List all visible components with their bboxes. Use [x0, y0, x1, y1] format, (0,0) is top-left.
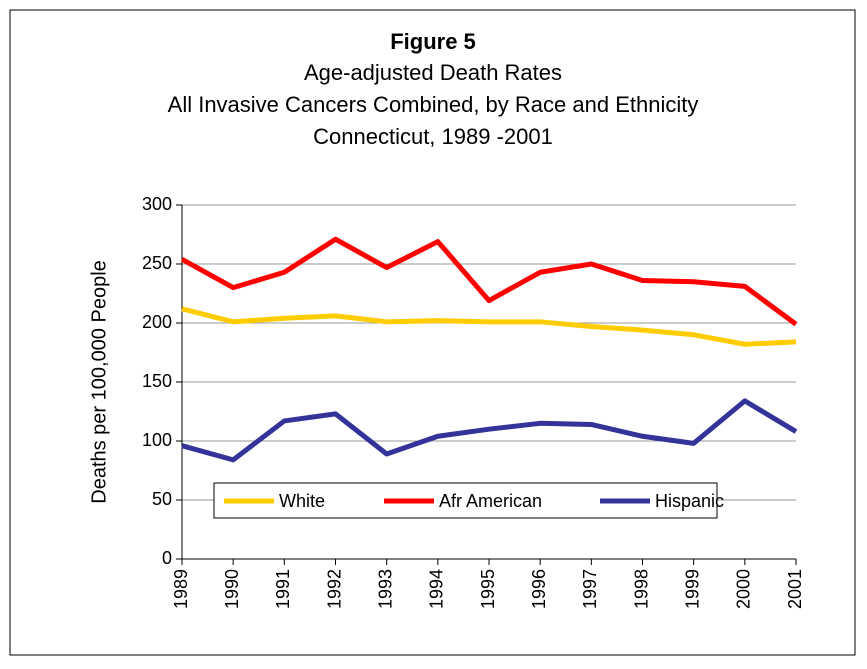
- series-line: [181, 398, 798, 463]
- chart-subtitle: Connecticut, 1989 -2001: [313, 124, 553, 149]
- x-tick-label: 1995: [478, 569, 498, 609]
- x-tick-label: 1990: [222, 569, 242, 609]
- x-tick-label: 1997: [580, 569, 600, 609]
- y-tick-label: 150: [142, 371, 172, 391]
- x-tick-label: 2000: [734, 569, 754, 609]
- x-tick-label: 1999: [682, 569, 702, 609]
- x-tick-label: 1993: [375, 569, 395, 609]
- x-tick-label: 2001: [785, 569, 805, 609]
- y-tick-label: 300: [142, 194, 172, 214]
- x-tick-label: 1998: [631, 569, 651, 609]
- y-axis-label: Deaths per 100,000 People: [88, 260, 110, 504]
- y-tick-label: 200: [142, 312, 172, 332]
- frame: [9, 9, 856, 656]
- x-tick-label: 1992: [324, 569, 344, 609]
- chart-subtitle: All Invasive Cancers Combined, by Race a…: [168, 92, 699, 117]
- y-tick-label: 0: [162, 548, 172, 568]
- y-tick-label: 250: [142, 253, 172, 273]
- legend-label: Afr American: [439, 491, 542, 511]
- x-tick-label: 1991: [273, 569, 293, 609]
- legend-label: Hispanic: [655, 491, 724, 511]
- x-tick-label: 1996: [529, 569, 549, 609]
- x-tick-label: 1989: [171, 569, 191, 609]
- chart-subtitle: Age-adjusted Death Rates: [304, 60, 562, 85]
- y-tick-label: 50: [152, 489, 172, 509]
- y-tick-label: 100: [142, 430, 172, 450]
- series-line: [181, 306, 797, 347]
- legend-label: White: [279, 491, 325, 511]
- series-line: [180, 236, 798, 327]
- x-tick-label: 1994: [427, 569, 447, 609]
- chart-title: Figure 5: [390, 29, 476, 54]
